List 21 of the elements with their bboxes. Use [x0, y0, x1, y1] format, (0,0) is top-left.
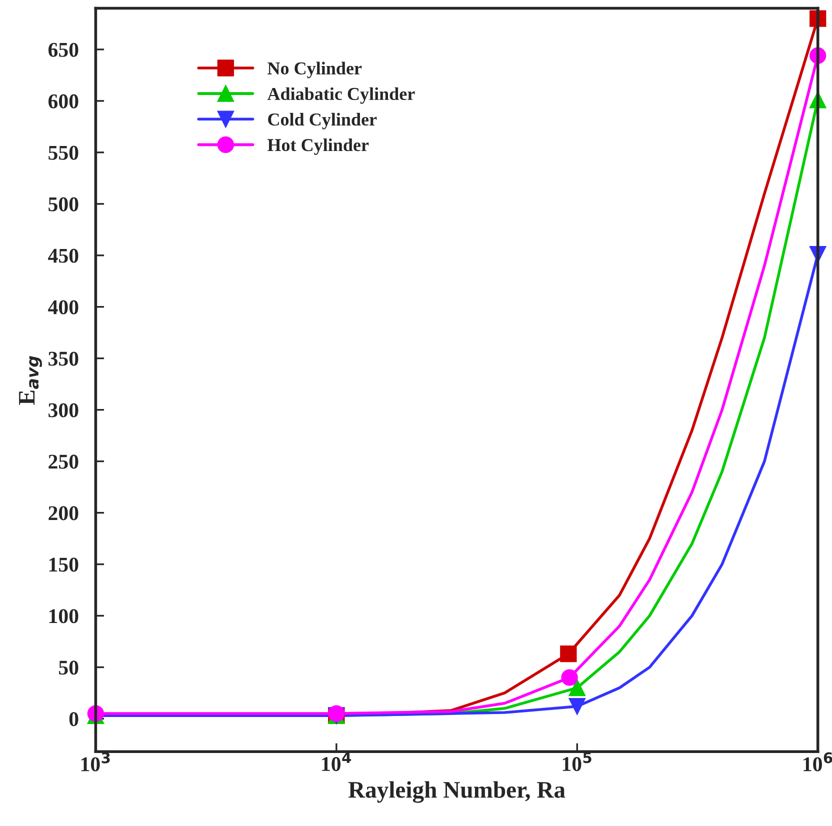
- y-tick-label: 250: [48, 454, 78, 469]
- y-tick-label: 350: [48, 352, 78, 366]
- y-tick-label: 50: [59, 660, 78, 675]
- y-tick-label: 300: [48, 403, 78, 418]
- x-axis-title: Rayleigh Number, Ra: [348, 781, 566, 803]
- legend-label: Hot Cylinder: [268, 138, 369, 155]
- y-tick-label: 650: [48, 42, 78, 57]
- y-tick-label: 550: [48, 146, 78, 160]
- x-tick-label: 10$^{6}$: [804, 752, 832, 772]
- legend-label: Cold Cylinder: [268, 112, 377, 130]
- y-tick-label: 100: [49, 609, 78, 624]
- y-tick-label: 600: [48, 94, 78, 108]
- y-axis-title: E$_{avg}$: [19, 356, 42, 405]
- y-tick-label: 150: [49, 558, 78, 572]
- legend-label: Adiabatic Cylinder: [267, 87, 415, 104]
- y-tick-label: 450: [48, 248, 78, 263]
- y-tick-label: 400: [48, 300, 78, 314]
- y-tick-label: 0: [69, 712, 78, 726]
- y-tick-label: 200: [48, 506, 78, 520]
- legend-label: No Cylinder: [268, 62, 362, 78]
- y-tick-label: 500: [48, 197, 78, 212]
